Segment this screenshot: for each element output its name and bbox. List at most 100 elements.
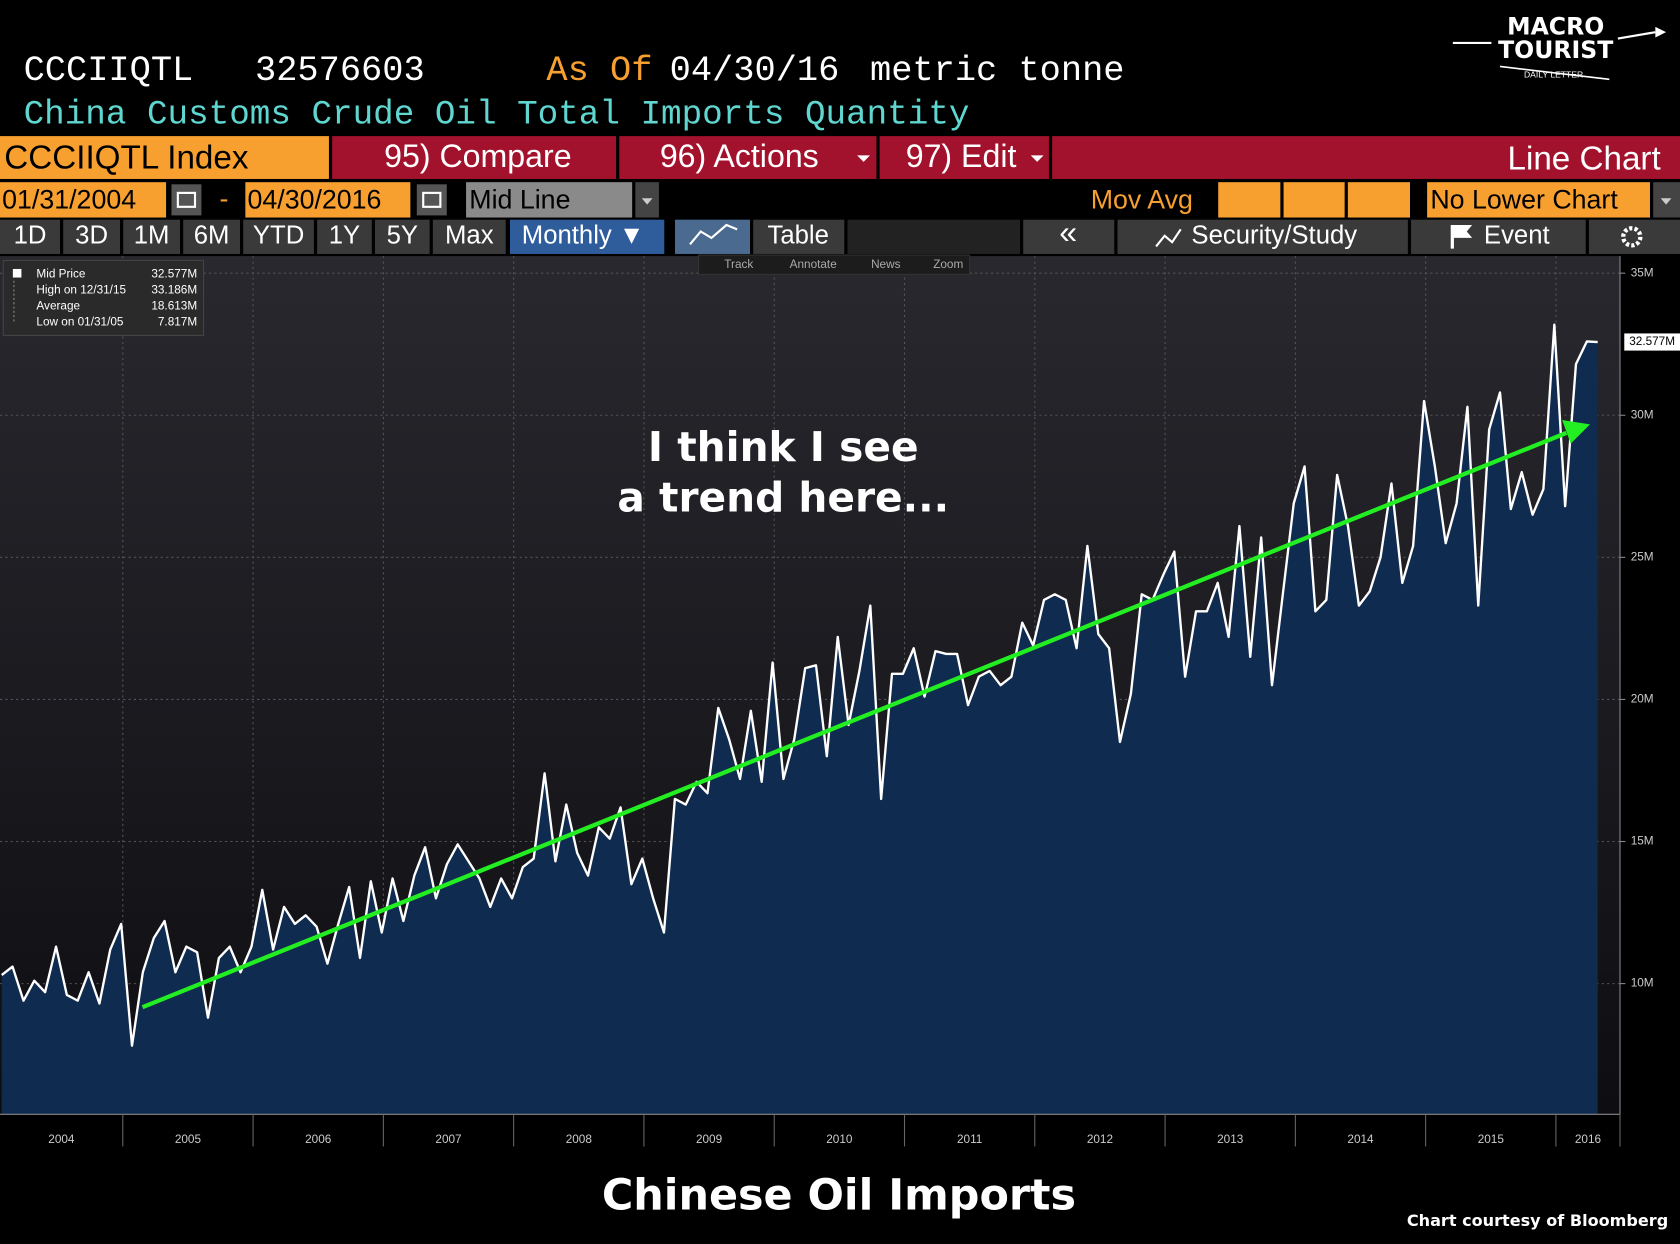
x-tick-label: 2004 xyxy=(48,1133,75,1146)
period-text: YTD xyxy=(253,222,304,250)
event-text: Event xyxy=(1484,222,1550,250)
period-button[interactable] xyxy=(0,219,60,254)
legend-value: 18.613M xyxy=(151,300,197,313)
dropdown-caret xyxy=(641,198,653,205)
x-tick-label: 2006 xyxy=(305,1133,332,1146)
dropdown-caret xyxy=(1030,155,1044,162)
price-field-text: Mid Line xyxy=(469,185,570,215)
y-tick-label: 10M xyxy=(1631,977,1654,990)
chart-tool[interactable]: Track xyxy=(724,258,753,271)
end-date-field[interactable] xyxy=(245,182,411,218)
toolbar-row-1: CCCIIQTL Index 95) Compare 96) Actions 9… xyxy=(0,136,1680,179)
chart-title: Chinese Oil Imports xyxy=(602,1170,1076,1220)
logo-arrow-head xyxy=(1655,26,1667,38)
price-field[interactable] xyxy=(466,182,633,218)
period-button[interactable] xyxy=(243,219,314,254)
frequency-button[interactable] xyxy=(510,219,665,254)
chart-kind: Line Chart xyxy=(1508,141,1661,178)
chart-tool[interactable]: News xyxy=(871,258,901,271)
period-text: 1Y xyxy=(329,222,360,250)
compare-text: 95) Compare xyxy=(384,138,571,174)
flag-icon xyxy=(1450,225,1473,249)
ma-field[interactable] xyxy=(1347,182,1410,218)
annotation: I think I see a trend here... xyxy=(617,423,949,521)
period-button[interactable] xyxy=(123,219,180,254)
legend-label: High on 12/31/15 xyxy=(36,284,126,297)
logo-line1: MACRO xyxy=(1507,12,1604,40)
y-tick-label: 25M xyxy=(1631,550,1654,563)
period-button[interactable] xyxy=(432,219,506,254)
x-tick-label: 2008 xyxy=(566,1133,593,1146)
x-tick-label: 2010 xyxy=(826,1133,853,1146)
settings-button[interactable] xyxy=(1588,219,1680,254)
table-button[interactable] xyxy=(753,219,845,254)
logo: MACRO TOURIST DAILY LETTER xyxy=(1452,12,1667,81)
ticker: CCCIIQTL xyxy=(24,51,194,91)
as-of-label: As Of xyxy=(546,51,652,91)
frequency: Monthly ▼ xyxy=(522,222,645,250)
period-text: 6M xyxy=(194,222,230,250)
last-value: 32576603 xyxy=(255,51,425,91)
security-text: CCCIIQTL Index xyxy=(4,139,249,176)
annotation-line: I think I see xyxy=(648,423,919,471)
moving-average: Mov Avg xyxy=(1091,185,1193,215)
calendar-icon[interactable] xyxy=(416,184,447,216)
period-button[interactable] xyxy=(183,219,240,254)
trend-arrow-head xyxy=(1562,420,1590,444)
lower-chart-field[interactable] xyxy=(1427,182,1650,218)
legend-label: Low on 01/31/05 xyxy=(36,316,123,329)
y-tick-label: 30M xyxy=(1631,408,1654,421)
toolbar-row-3: Monthly ▼ Table « Security/Study Event 1… xyxy=(0,214,1680,254)
legend-label: Average xyxy=(36,300,80,313)
actions-text: 96) Actions xyxy=(660,138,819,174)
edit-text: 97) Edit xyxy=(906,138,1017,174)
lower-chart: No Lower Chart xyxy=(1430,185,1618,215)
chart-tool[interactable]: Annotate xyxy=(790,258,838,271)
legend: Mid Price 32.577M High on 12/31/15 33.18… xyxy=(2,259,205,336)
start-date: 01/31/2004 xyxy=(2,185,136,215)
legend-label: Mid Price xyxy=(36,267,85,280)
legend-value: 7.817M xyxy=(158,316,197,329)
security-field[interactable] xyxy=(0,136,329,179)
back-button[interactable] xyxy=(1023,219,1115,254)
ma-field[interactable] xyxy=(1218,182,1281,218)
actions-button[interactable] xyxy=(619,136,877,179)
dropdown-caret xyxy=(1660,198,1672,205)
x-tick-label: 2011 xyxy=(957,1133,982,1146)
last-value-tag xyxy=(1624,333,1680,351)
x-tick-label: 2012 xyxy=(1087,1133,1113,1146)
chart-tools-bar xyxy=(698,254,971,275)
back-text: « xyxy=(1059,214,1077,250)
legend-value: 33.186M xyxy=(151,284,197,297)
description: China Customs Crude Oil Total Imports Qu… xyxy=(24,96,970,135)
event-button[interactable] xyxy=(1411,219,1586,254)
period-button[interactable] xyxy=(317,219,372,254)
logo-line3: DAILY LETTER xyxy=(1524,69,1583,79)
period-text: 5Y xyxy=(387,222,418,250)
legend-value: 32.577M xyxy=(151,267,197,280)
compare-button[interactable] xyxy=(332,136,617,179)
period-text: 1M xyxy=(134,222,170,250)
edit-button[interactable] xyxy=(879,136,1049,179)
x-tick-label: 2016 xyxy=(1575,1133,1602,1146)
legend-box xyxy=(2,259,205,336)
dropdown-caret xyxy=(857,155,870,162)
as-of-date: 04/30/16 xyxy=(670,51,840,91)
header: CCCIIQTL 32576603 As Of 04/30/16 metric … xyxy=(24,51,1125,135)
last-value-label: 32.577M xyxy=(1629,335,1675,348)
ma-field[interactable] xyxy=(1283,182,1345,218)
start-date-field[interactable] xyxy=(0,182,167,218)
source: Chart courtesy of Bloomberg xyxy=(1407,1211,1668,1230)
period-button[interactable] xyxy=(63,219,120,254)
legend-swatch xyxy=(12,268,22,278)
calendar-icon[interactable] xyxy=(171,184,202,216)
line xyxy=(0,323,1598,1047)
period-button[interactable] xyxy=(375,219,430,254)
toolbar-row-2: 01/31/2004 - 04/30/2016 Mid Line Mov Avg… xyxy=(0,182,1680,218)
chart-tool[interactable]: Zoom xyxy=(933,258,963,271)
x-tick-label: 2015 xyxy=(1478,1133,1505,1146)
calendar-glyph xyxy=(422,191,442,208)
study-icon xyxy=(1155,228,1182,248)
